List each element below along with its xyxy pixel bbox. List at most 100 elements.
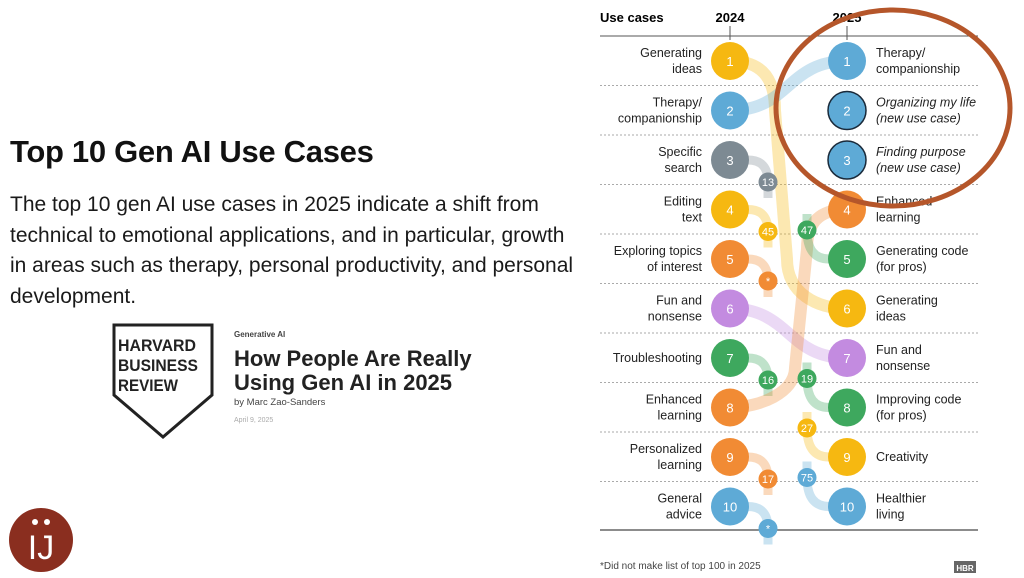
slide-title: Top 10 Gen AI Use Cases bbox=[10, 134, 374, 169]
article-card[interactable]: Generative AI How People Are Really Usin… bbox=[234, 330, 504, 424]
new-use-case-circle bbox=[827, 140, 867, 180]
rank-2024-badge bbox=[797, 220, 817, 240]
rank-2025-badge bbox=[758, 222, 778, 241]
rank-2025-number: 3 bbox=[843, 153, 850, 168]
rank-2025-number: 1 bbox=[843, 54, 850, 69]
use-case-2025-label: Organizing my life (new use case) bbox=[876, 96, 976, 126]
rank-2024-circle bbox=[711, 339, 749, 377]
rank-2024-number: 1 bbox=[726, 54, 733, 69]
rank-2025-badge-label: 13 bbox=[762, 177, 774, 189]
rank-2024-circle bbox=[711, 438, 749, 476]
rank-2024-number: 4 bbox=[726, 203, 733, 218]
rank-2025-badge bbox=[758, 370, 778, 390]
footnote: *Did not make list of top 100 in 2025 bbox=[600, 561, 761, 572]
rank-2025-number: 9 bbox=[843, 450, 850, 465]
rank-2024-circle bbox=[711, 42, 749, 80]
use-case-2025-label: Enhanced learning bbox=[876, 195, 932, 225]
rank-2024-badge bbox=[797, 418, 817, 438]
svg-text:REVIEW: REVIEW bbox=[118, 376, 179, 395]
use-case-2025-label: Improving code (for pros) bbox=[876, 393, 962, 423]
use-case-2024-label: Therapy/companionship bbox=[618, 96, 703, 126]
rank-2025-circle bbox=[828, 42, 866, 80]
rank-2025-circle bbox=[828, 339, 866, 377]
article-headline[interactable]: How People Are Really Using Gen AI in 20… bbox=[234, 346, 472, 395]
rank-2024-number: 9 bbox=[726, 450, 733, 465]
rank-2024-badge bbox=[797, 369, 817, 388]
rank-2024-number: 8 bbox=[726, 401, 733, 416]
rank-2024-circle bbox=[711, 190, 749, 229]
rank-2025-badge bbox=[758, 469, 778, 489]
rank-2025-badge-label: 17 bbox=[762, 474, 774, 486]
rank-2024-number: 6 bbox=[726, 302, 733, 317]
use-case-2024-label: Generating ideas bbox=[640, 46, 702, 76]
rank-2024-badge-label: 47 bbox=[801, 225, 813, 237]
rank-2025-number: 5 bbox=[843, 252, 850, 267]
rank-2024-circle bbox=[711, 289, 749, 328]
flow-ribbon bbox=[729, 203, 848, 414]
credit: HBR bbox=[956, 564, 974, 573]
use-case-2024-label: Specific search bbox=[658, 145, 702, 175]
rank-2024-badge-label: 19 bbox=[801, 374, 813, 386]
svg-text:IJ: IJ bbox=[28, 529, 54, 567]
use-case-2024-label: Exploring topics of interest bbox=[614, 244, 703, 274]
header-2024: 2024 bbox=[716, 10, 746, 25]
article-date: April 9, 2025 bbox=[234, 417, 274, 424]
header-use-cases: Use cases bbox=[600, 10, 664, 25]
article-byline: by Marc Zao-Sanders bbox=[234, 397, 326, 408]
svg-text:BUSINESS: BUSINESS bbox=[118, 356, 198, 375]
svg-text:HARVARD: HARVARD bbox=[118, 336, 196, 355]
credit-badge bbox=[954, 561, 976, 573]
rank-2024-number: 10 bbox=[723, 500, 737, 515]
use-case-2025-label: Generating code (for pros) bbox=[876, 244, 968, 274]
rank-2025-circle bbox=[828, 240, 866, 278]
rank-2024-circle bbox=[711, 141, 749, 179]
rank-2025-badge-label: * bbox=[766, 524, 771, 536]
article-category: Generative AI bbox=[234, 330, 286, 339]
rank-2024-circle bbox=[711, 240, 749, 278]
rank-2024-circle bbox=[711, 91, 749, 130]
rank-2025-number: 6 bbox=[843, 302, 850, 317]
use-case-2025-label: Healthier living bbox=[876, 492, 926, 522]
rank-2024-number: 3 bbox=[726, 153, 733, 168]
rank-2025-number: 2 bbox=[843, 104, 850, 119]
rank-2025-number: 10 bbox=[840, 500, 854, 515]
use-case-2025-label: Creativity bbox=[876, 450, 929, 464]
use-case-2024-label: General advice bbox=[658, 492, 703, 522]
use-case-2025-label: Fun and nonsense bbox=[876, 343, 930, 373]
use-case-2025-label: Therapy/companionship bbox=[876, 46, 960, 76]
use-case-2024-label: Enhanced learning bbox=[646, 393, 702, 423]
rank-2025-circle bbox=[828, 438, 866, 476]
rank-2024-number: 7 bbox=[726, 351, 733, 366]
rank-2025-number: 4 bbox=[843, 203, 850, 218]
rank-2024-badge bbox=[797, 468, 817, 487]
use-case-2024-label: Personalized learning bbox=[630, 442, 702, 472]
rank-2025-circle bbox=[828, 388, 866, 427]
rank-2025-badge bbox=[758, 172, 778, 192]
rank-2024-circle bbox=[711, 388, 749, 427]
rank-2024-number: 5 bbox=[726, 252, 733, 267]
use-case-2024-label: Troubleshooting bbox=[613, 351, 702, 365]
rank-2024-badge-label: 27 bbox=[801, 423, 813, 435]
highlight-circle bbox=[773, 7, 1013, 209]
flow-ribbon bbox=[729, 55, 848, 315]
rank-2025-number: 7 bbox=[843, 351, 850, 366]
slide-description: The top 10 gen AI use cases in 2025 indi… bbox=[10, 193, 574, 308]
rank-2025-badge bbox=[758, 519, 778, 538]
new-use-case-circle bbox=[827, 90, 867, 131]
rank-2025-badge-label: 16 bbox=[762, 375, 774, 387]
rank-2025-number: 8 bbox=[843, 401, 850, 416]
rank-2025-badge-label: * bbox=[766, 276, 771, 288]
rank-2025-badge bbox=[758, 271, 778, 291]
rank-2024-circle bbox=[711, 487, 749, 526]
rank-2024-badge-label: 75 bbox=[801, 473, 813, 485]
use-case-2025-label: Finding purpose (new use case) bbox=[876, 145, 966, 175]
use-case-2025-label: Generating ideas bbox=[876, 294, 938, 324]
rank-2025-circle bbox=[828, 487, 866, 526]
hbr-shield-logo: HARVARD BUSINESS REVIEW bbox=[112, 323, 214, 444]
rank-2024-number: 2 bbox=[726, 104, 733, 119]
rank-2025-circle bbox=[828, 289, 866, 328]
brand-logo: IJ bbox=[8, 507, 74, 578]
use-case-2024-label: Editing text bbox=[664, 195, 703, 225]
rank-2025-badge-label: 45 bbox=[762, 227, 774, 239]
